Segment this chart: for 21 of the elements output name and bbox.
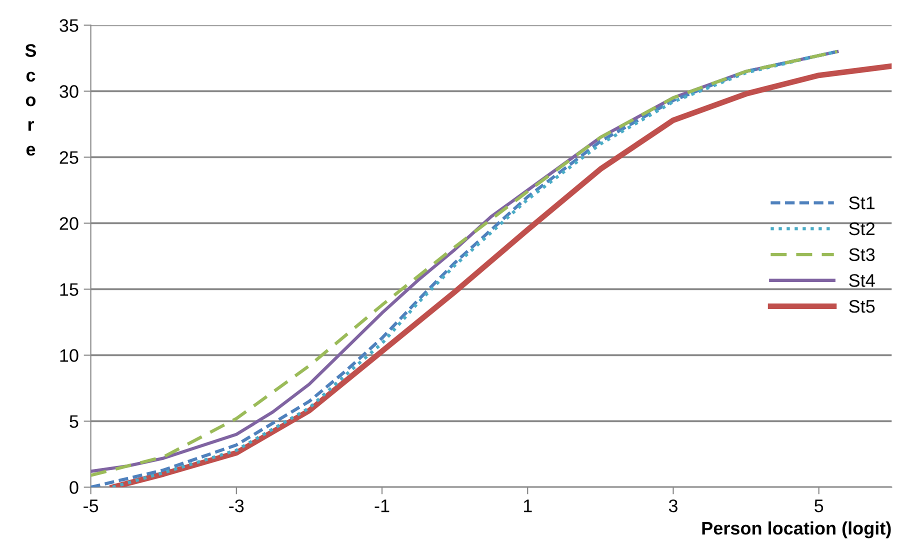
y-tick-label: 10 xyxy=(60,349,78,362)
legend-label: St1 xyxy=(849,196,875,210)
legend-label: St4 xyxy=(849,274,875,287)
x-tick-label: -1 xyxy=(374,500,390,512)
x-axis-title: Person location (logit) xyxy=(702,521,891,538)
x-tick-label: -5 xyxy=(84,500,98,512)
x-tick-label: -3 xyxy=(229,499,244,512)
y-axis-title: Score xyxy=(25,44,36,156)
legend-label: St3 xyxy=(849,248,875,262)
y-tick-label: 20 xyxy=(60,217,78,230)
x-tick-label: 5 xyxy=(814,500,824,512)
x-tick-label: 1 xyxy=(524,500,532,512)
x-tick-label: 3 xyxy=(668,499,678,512)
y-tick-label: 30 xyxy=(60,85,78,98)
y-tick-label: 15 xyxy=(60,283,78,296)
y-tick-label: 5 xyxy=(70,415,78,428)
y-tick-label: 0 xyxy=(70,481,78,494)
y-tick-label: 25 xyxy=(60,151,78,164)
y-tick-label: 35 xyxy=(60,19,78,32)
legend-label: St2 xyxy=(849,222,874,236)
legend-label: St5 xyxy=(849,300,875,313)
